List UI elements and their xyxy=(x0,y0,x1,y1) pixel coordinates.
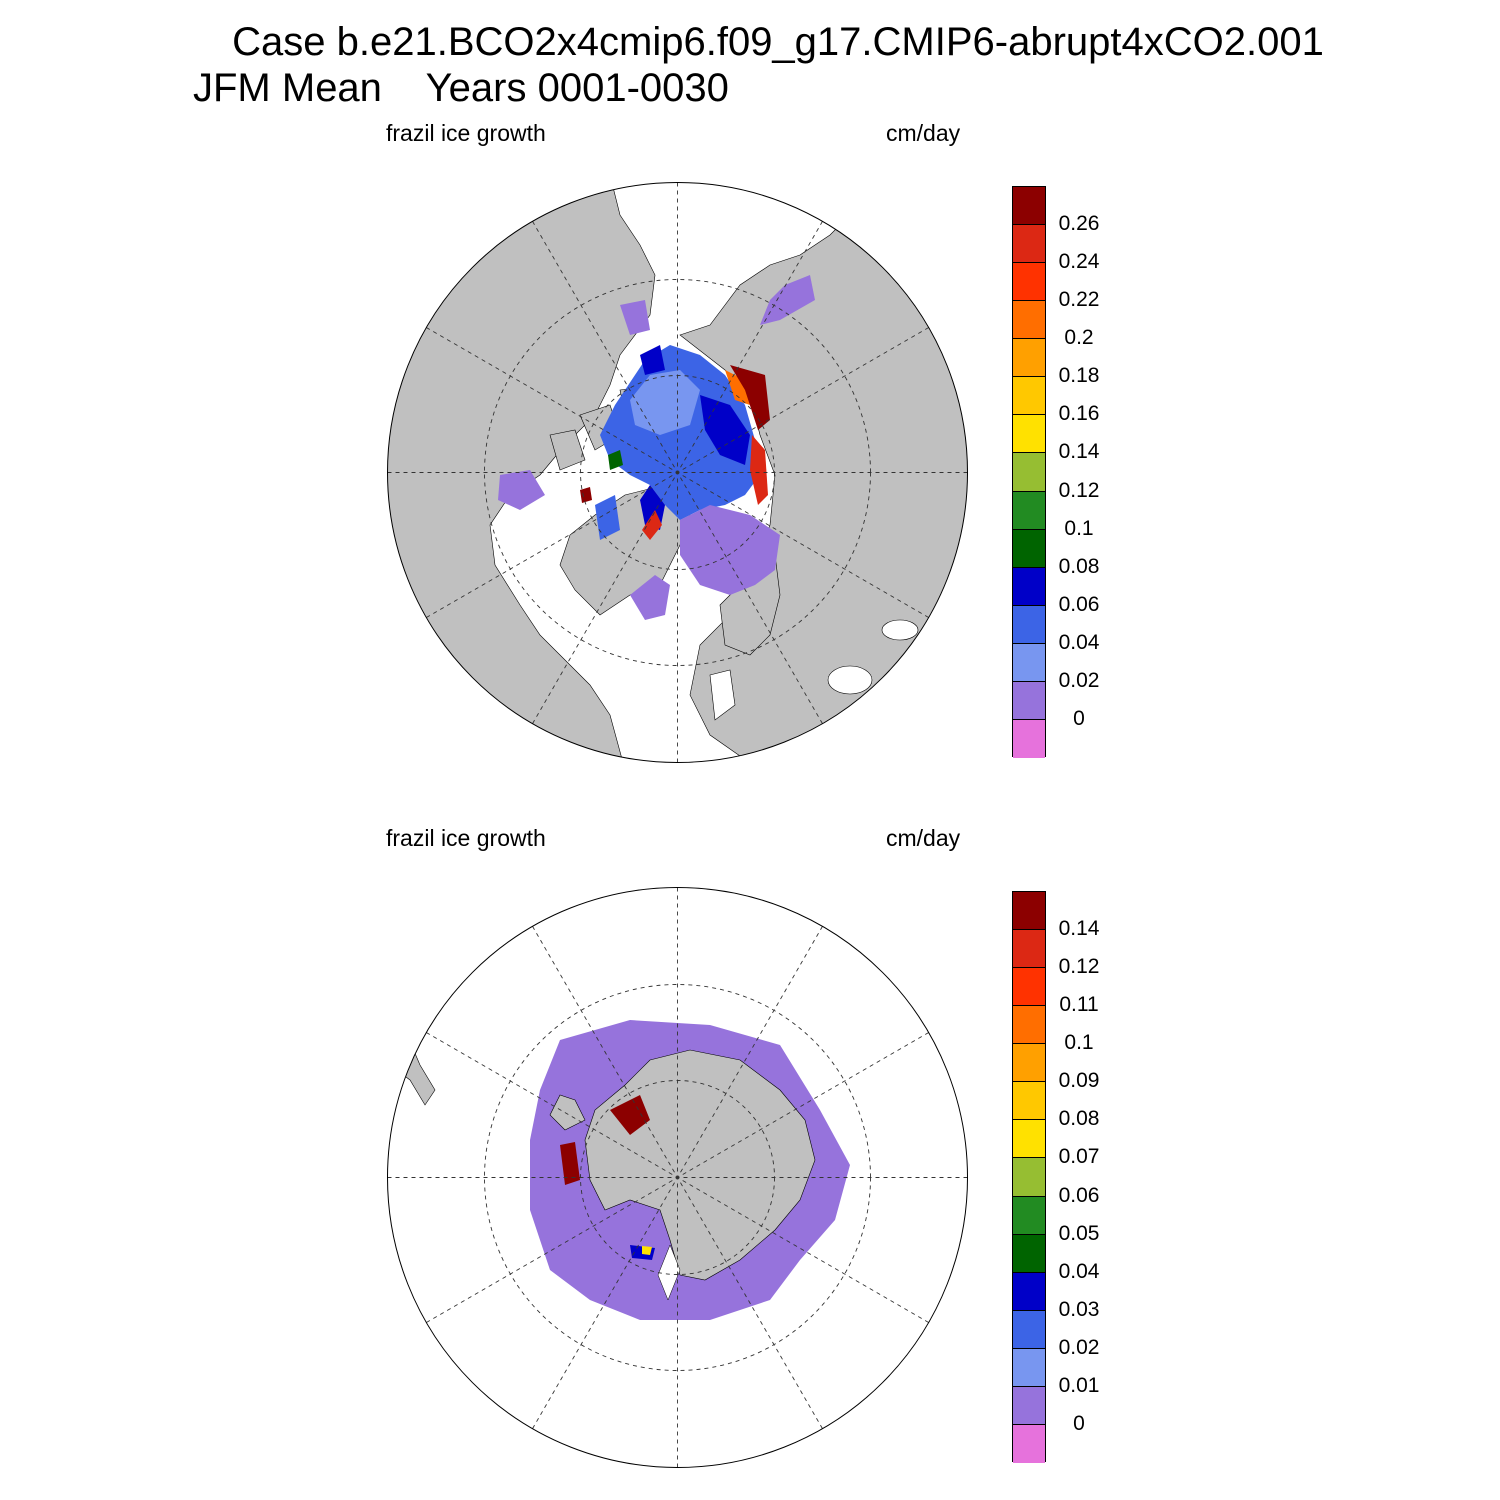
colorbar-tick-label: 0.02 xyxy=(1058,1335,1100,1359)
colorbar-swatch xyxy=(1013,681,1045,720)
colorbar-swatch xyxy=(1013,415,1045,454)
colorbar-swatch xyxy=(1013,1424,1045,1463)
figure-title-line1: Case b.e21.BCO2x4cmip6.f09_g17.CMIP6-abr… xyxy=(232,20,1324,64)
colorbar-tick-label: 0.04 xyxy=(1058,630,1100,654)
colorbar-swatch xyxy=(1013,1272,1045,1311)
north-frazil-field xyxy=(498,275,815,620)
north-units-label: cm/day xyxy=(886,120,961,146)
colorbar-swatch xyxy=(1013,1006,1045,1045)
colorbar-swatch xyxy=(1013,1310,1045,1349)
colorbar-tick-label: 0.06 xyxy=(1058,592,1100,616)
colorbar-tick-label: 0.14 xyxy=(1058,917,1100,941)
colorbar-tick-label: 0.14 xyxy=(1058,440,1100,464)
colorbar-swatch xyxy=(1013,1234,1045,1273)
colorbar-swatch xyxy=(1013,719,1045,758)
colorbar-tick-label: 0.12 xyxy=(1058,478,1100,502)
colorbar-tick-label: 0.16 xyxy=(1058,402,1100,426)
south-graticule xyxy=(387,887,968,1468)
colorbar-swatch xyxy=(1013,605,1045,644)
south-polar-map xyxy=(387,887,968,1468)
colorbar-swatch xyxy=(1013,263,1045,302)
colorbar-tick-label: 0.05 xyxy=(1058,1221,1100,1245)
colorbar-swatch xyxy=(1013,1386,1045,1425)
colorbar-tick-label: 0 xyxy=(1073,706,1085,730)
colorbar-tick-label: 0.22 xyxy=(1058,288,1100,312)
colorbar-swatch xyxy=(1013,968,1045,1007)
colorbar-swatch xyxy=(1013,1196,1045,1235)
colorbar-swatch xyxy=(1013,301,1045,340)
colorbar-swatch xyxy=(1013,491,1045,530)
colorbar-tick-label: 0 xyxy=(1073,1411,1085,1435)
colorbar-tick-label: 0.03 xyxy=(1058,1297,1100,1321)
colorbar-swatch xyxy=(1013,529,1045,568)
colorbar-tick-label: 0.04 xyxy=(1058,1259,1100,1283)
colorbar-swatch xyxy=(1013,930,1045,969)
colorbar-swatch xyxy=(1013,1044,1045,1083)
colorbar-swatch xyxy=(1013,643,1045,682)
colorbar-swatch xyxy=(1013,225,1045,264)
colorbar-tick-label: 0.09 xyxy=(1058,1069,1100,1093)
colorbar-swatch xyxy=(1013,187,1045,226)
colorbar-tick-label: 0.2 xyxy=(1064,326,1094,350)
colorbar-tick-label: 0.02 xyxy=(1058,668,1100,692)
north-colorbar xyxy=(1012,186,1046,758)
colorbar-tick-label: 0.06 xyxy=(1058,1183,1100,1207)
colorbar-tick-label: 0.26 xyxy=(1058,212,1100,236)
colorbar-tick-label: 0.1 xyxy=(1064,516,1094,540)
colorbar-tick-label: 0.11 xyxy=(1059,993,1099,1017)
colorbar-tick-label: 0.07 xyxy=(1058,1145,1100,1169)
south-variable-label: frazil ice growth xyxy=(386,825,546,851)
colorbar-swatch xyxy=(1013,1158,1045,1197)
colorbar-tick-label: 0.08 xyxy=(1058,554,1100,578)
north-polar-map xyxy=(387,182,968,763)
colorbar-tick-label: 0.18 xyxy=(1058,364,1100,388)
colorbar-swatch xyxy=(1013,377,1045,416)
north-graticule xyxy=(387,182,968,763)
colorbar-swatch xyxy=(1013,1348,1045,1387)
south-units-label: cm/day xyxy=(886,825,961,851)
colorbar-tick-label: 0.01 xyxy=(1058,1373,1100,1397)
colorbar-swatch xyxy=(1013,339,1045,378)
colorbar-tick-label: 0.08 xyxy=(1058,1107,1100,1131)
colorbar-swatch xyxy=(1013,1082,1045,1121)
colorbar-tick-label: 0.12 xyxy=(1058,955,1100,979)
figure-title-line2: JFM Mean Years 0001-0030 xyxy=(193,66,729,110)
colorbar-tick-label: 0.24 xyxy=(1058,250,1100,274)
north-variable-label: frazil ice growth xyxy=(386,120,546,146)
colorbar-swatch xyxy=(1013,567,1045,606)
south-colorbar xyxy=(1012,891,1046,1463)
colorbar-swatch xyxy=(1013,453,1045,492)
colorbar-tick-label: 0.1 xyxy=(1064,1031,1094,1055)
colorbar-swatch xyxy=(1013,1120,1045,1159)
colorbar-swatch xyxy=(1013,892,1045,931)
